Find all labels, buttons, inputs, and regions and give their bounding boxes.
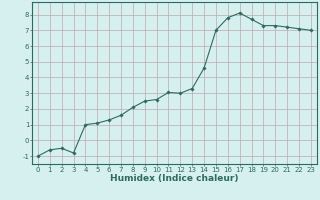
X-axis label: Humidex (Indice chaleur): Humidex (Indice chaleur) [110, 174, 239, 183]
